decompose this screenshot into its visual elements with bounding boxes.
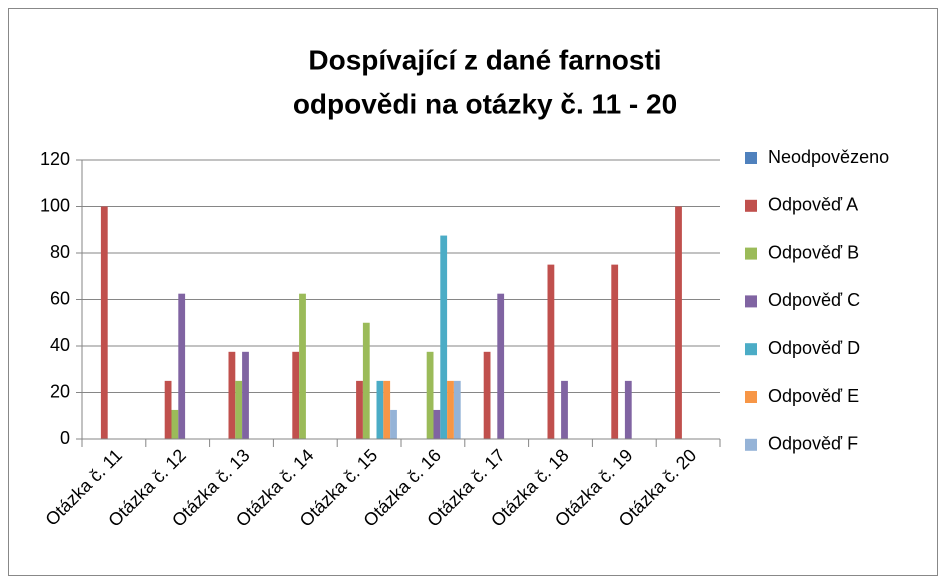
legend-label: Odpověď E xyxy=(768,386,859,406)
legend-swatch xyxy=(745,247,757,260)
bar xyxy=(547,264,555,439)
bar xyxy=(362,322,370,439)
y-tick-label: 20 xyxy=(50,381,70,401)
bar xyxy=(383,380,391,439)
legend-label: Odpověď F xyxy=(768,434,858,454)
bar xyxy=(624,380,632,439)
bar xyxy=(292,351,300,439)
bar xyxy=(242,351,249,439)
legend-swatch xyxy=(745,152,757,164)
bar xyxy=(561,380,568,439)
legend-label: Odpověď D xyxy=(768,338,860,358)
bar xyxy=(235,380,243,439)
chart-frame xyxy=(8,8,938,576)
y-tick-label: 100 xyxy=(40,195,70,215)
bar xyxy=(433,409,441,439)
bar xyxy=(390,409,397,439)
bar xyxy=(497,293,505,439)
legend-label: Odpověď C xyxy=(768,290,860,310)
y-tick-label: 40 xyxy=(50,335,70,355)
bar xyxy=(228,351,236,439)
y-tick-label: 60 xyxy=(50,288,70,308)
y-tick-label: 0 xyxy=(60,428,70,448)
bar xyxy=(453,380,461,439)
legend-swatch xyxy=(745,391,757,403)
legend-swatch xyxy=(745,343,757,356)
chart-title: Dospívající z dané farnosti xyxy=(308,44,661,75)
legend-swatch xyxy=(745,199,757,212)
bar xyxy=(376,380,384,439)
bar xyxy=(447,380,454,439)
bar xyxy=(171,409,179,439)
bar xyxy=(611,264,619,439)
y-tick-label: 120 xyxy=(40,149,70,169)
bar xyxy=(178,293,186,439)
bar xyxy=(299,293,306,439)
legend-label: Odpověď A xyxy=(768,195,858,215)
bar xyxy=(356,380,363,439)
bar xyxy=(675,206,682,439)
legend-swatch xyxy=(745,295,757,308)
bar xyxy=(164,380,172,439)
y-tick-label: 80 xyxy=(50,242,70,262)
legend-label: Odpověď B xyxy=(768,242,859,262)
bar xyxy=(440,235,448,439)
legend-swatch xyxy=(745,438,757,451)
legend-label: Neodpovězeno xyxy=(768,147,889,167)
bar xyxy=(426,351,434,439)
bar xyxy=(483,351,491,439)
bar xyxy=(100,206,108,439)
chart-title: odpovědi na otázky č. 11 - 20 xyxy=(293,88,677,119)
